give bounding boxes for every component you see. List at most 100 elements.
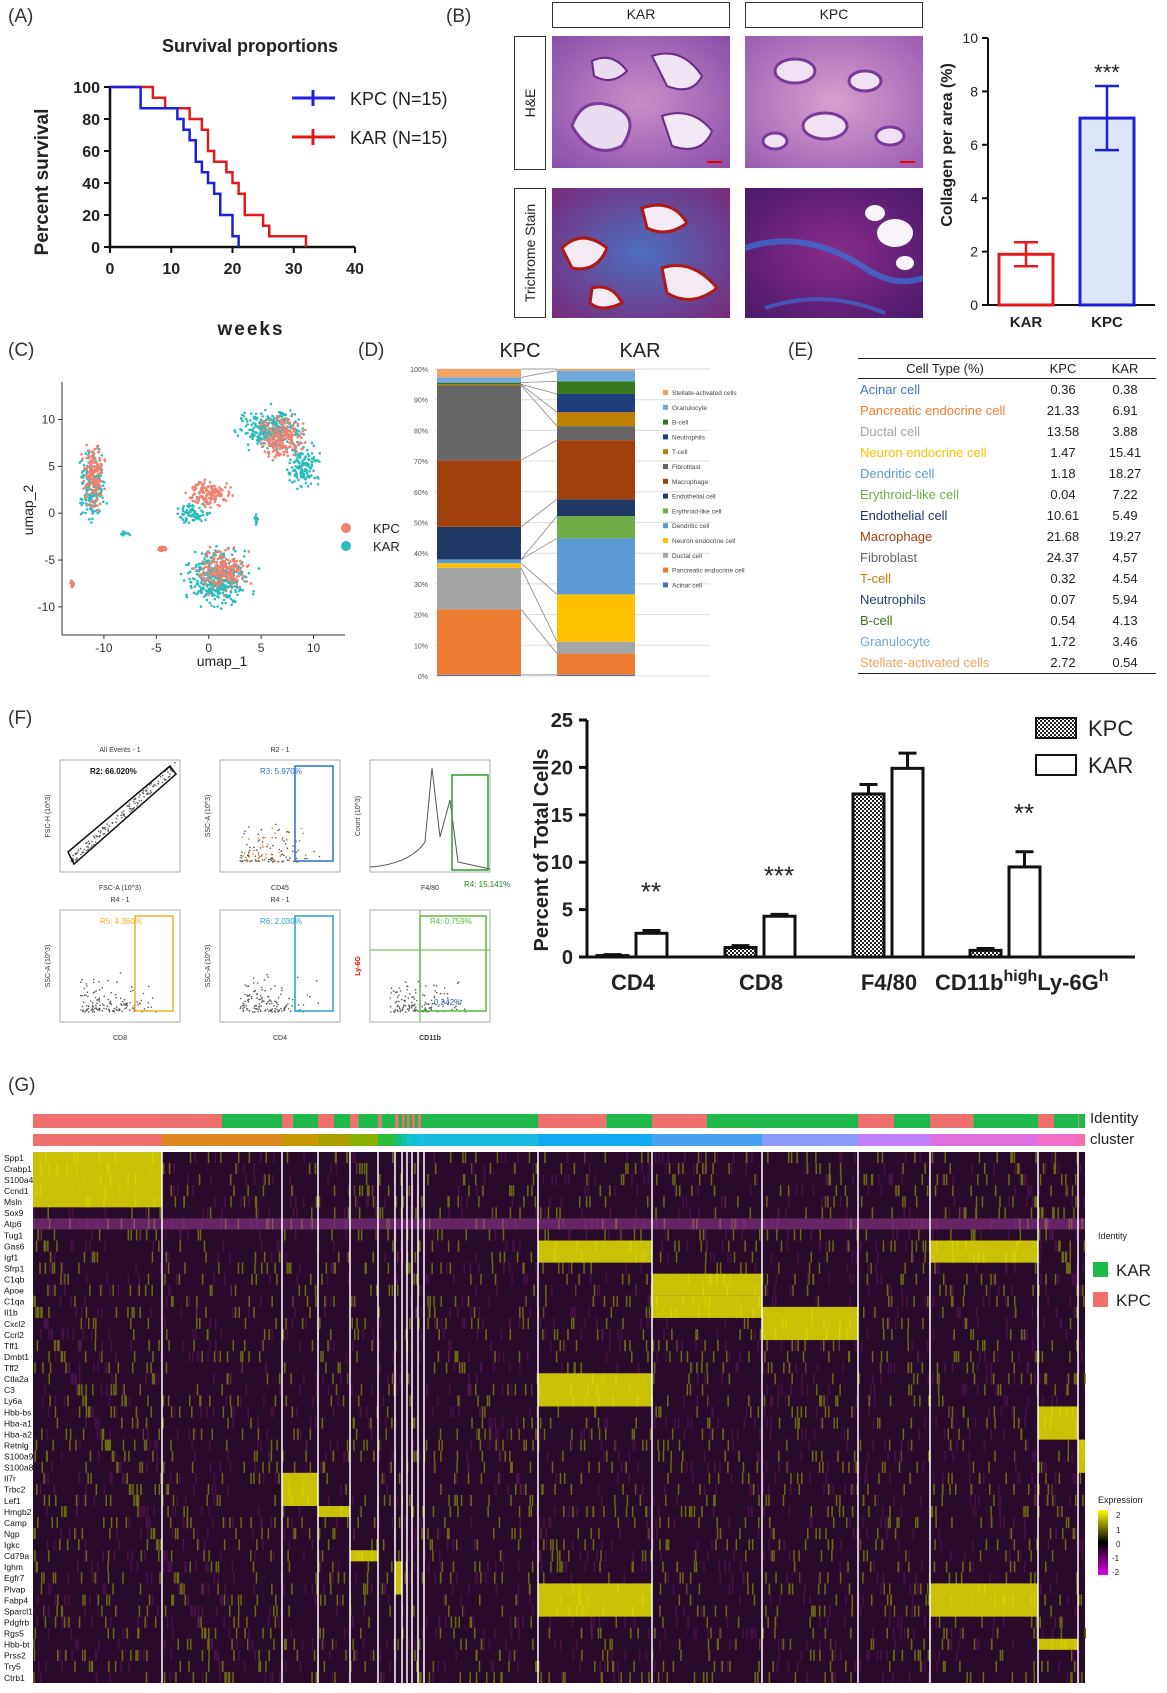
facs-event bbox=[246, 1007, 249, 1010]
heatmap-cell bbox=[364, 1262, 367, 1274]
facs-event bbox=[281, 987, 283, 989]
trichrome-kar-image bbox=[552, 188, 730, 318]
heatmap-cell bbox=[101, 1306, 103, 1318]
facs-event bbox=[105, 1008, 108, 1010]
umap-point bbox=[179, 572, 183, 576]
heatmap-cell bbox=[346, 1152, 348, 1164]
heatmap-cell bbox=[331, 1262, 334, 1274]
umap-point bbox=[266, 447, 269, 450]
heatmap-cell bbox=[180, 1306, 182, 1318]
composition-legend-swatch bbox=[663, 449, 668, 455]
facs-event bbox=[103, 832, 106, 835]
umap-point bbox=[234, 577, 237, 581]
heatmap-cell bbox=[1010, 1329, 1012, 1341]
umap-point bbox=[249, 412, 253, 415]
heatmap-cell bbox=[986, 1362, 988, 1374]
umap-point bbox=[212, 593, 215, 596]
umap-point bbox=[92, 477, 96, 480]
heatmap-cell bbox=[958, 1306, 961, 1318]
umap-point bbox=[101, 484, 105, 487]
heatmap-cell bbox=[716, 1329, 719, 1341]
umap-point bbox=[70, 582, 74, 586]
facs-event bbox=[108, 1010, 111, 1013]
heatmap-cell bbox=[457, 1306, 459, 1318]
heatmap-cell bbox=[90, 1251, 92, 1263]
survival-curve-kar bbox=[110, 85, 308, 247]
heatmap-cell bbox=[160, 1351, 162, 1363]
heatmap-cell bbox=[77, 1340, 80, 1352]
facs-event bbox=[248, 851, 250, 854]
facs-event bbox=[100, 830, 102, 832]
umap-x-tick-label: 0 bbox=[205, 641, 212, 655]
identity-track-kar bbox=[381, 1114, 395, 1128]
umap-point bbox=[296, 436, 300, 439]
umap-point bbox=[221, 562, 225, 566]
heatmap-cell bbox=[701, 1384, 704, 1396]
heatmap-cell bbox=[721, 1240, 724, 1252]
facs-event bbox=[95, 1004, 97, 1007]
umap-point bbox=[271, 426, 275, 430]
heatmap-cell bbox=[1044, 1373, 1046, 1385]
heatmap-cell bbox=[177, 1185, 179, 1197]
heatmap-cell bbox=[696, 1163, 698, 1175]
composition-bars: 0%10%20%30%40%50%60%70%80%90%100% bbox=[410, 367, 710, 681]
umap-point bbox=[270, 444, 274, 448]
umap-point bbox=[290, 436, 293, 439]
heatmap-cell bbox=[100, 1384, 103, 1396]
umap-point bbox=[283, 430, 287, 433]
facs-event bbox=[247, 1000, 250, 1003]
heatmap-cell bbox=[66, 1329, 69, 1341]
heatmap-cell bbox=[587, 1185, 589, 1197]
heatmap-cell bbox=[218, 1262, 220, 1274]
heatmap-cell bbox=[366, 1185, 369, 1197]
facs-event bbox=[267, 996, 270, 998]
facs-event bbox=[446, 992, 449, 995]
heatmap-cell bbox=[325, 1295, 328, 1307]
umap-point bbox=[96, 488, 100, 491]
heatmap-cell bbox=[201, 1273, 204, 1285]
heatmap-cell bbox=[318, 1196, 321, 1208]
heatmap-cell bbox=[767, 1152, 769, 1164]
heatmap-cell bbox=[201, 1351, 203, 1363]
immune-x-label: F4/80 bbox=[861, 970, 917, 995]
heatmap-cell bbox=[916, 1196, 918, 1208]
heatmap-cell bbox=[234, 1306, 237, 1318]
immune-y-tick-label: 10 bbox=[551, 852, 573, 874]
facs-gate-label: R6: 2.030% bbox=[260, 917, 302, 926]
heatmap-cell bbox=[523, 1262, 525, 1274]
heatmap-cell bbox=[652, 1340, 655, 1352]
umap-point bbox=[223, 560, 226, 564]
umap-point bbox=[303, 477, 307, 480]
heatmap-cell bbox=[805, 1207, 807, 1219]
umap-point bbox=[213, 597, 216, 601]
facs-event bbox=[80, 981, 82, 984]
facs-event bbox=[72, 854, 74, 857]
table-cell-kpc: 1.47 bbox=[1050, 445, 1076, 460]
heatmap-cell bbox=[1006, 1317, 1008, 1329]
umap-point bbox=[81, 501, 85, 505]
umap-point bbox=[181, 518, 185, 521]
facs-event bbox=[115, 1008, 117, 1011]
umap-point bbox=[300, 432, 303, 435]
heatmap-cell bbox=[279, 1384, 281, 1396]
facs-event bbox=[417, 980, 420, 983]
heatmap-cell bbox=[316, 1373, 318, 1385]
heatmap-cell bbox=[713, 1185, 716, 1197]
heatmap-cell bbox=[739, 1351, 742, 1363]
heatmap-cell bbox=[970, 1185, 972, 1197]
heatmap-cell bbox=[522, 1317, 525, 1329]
facs-event bbox=[106, 1005, 109, 1007]
heatmap-cell bbox=[879, 1362, 882, 1374]
heatmap-cell bbox=[457, 1395, 459, 1407]
heatmap-cell bbox=[578, 1273, 580, 1285]
heatmap-cell bbox=[531, 1185, 533, 1197]
table-cell-kpc: 13.58 bbox=[1046, 424, 1080, 439]
facs-event bbox=[103, 995, 105, 997]
umap-point bbox=[96, 446, 99, 450]
heatmap-cell bbox=[438, 1329, 440, 1341]
umap-point bbox=[232, 546, 236, 549]
umap-point bbox=[282, 453, 286, 457]
heatmap-cell bbox=[616, 1362, 618, 1374]
heatmap-cell bbox=[395, 1196, 398, 1208]
heatmap-cell bbox=[1053, 1207, 1055, 1219]
